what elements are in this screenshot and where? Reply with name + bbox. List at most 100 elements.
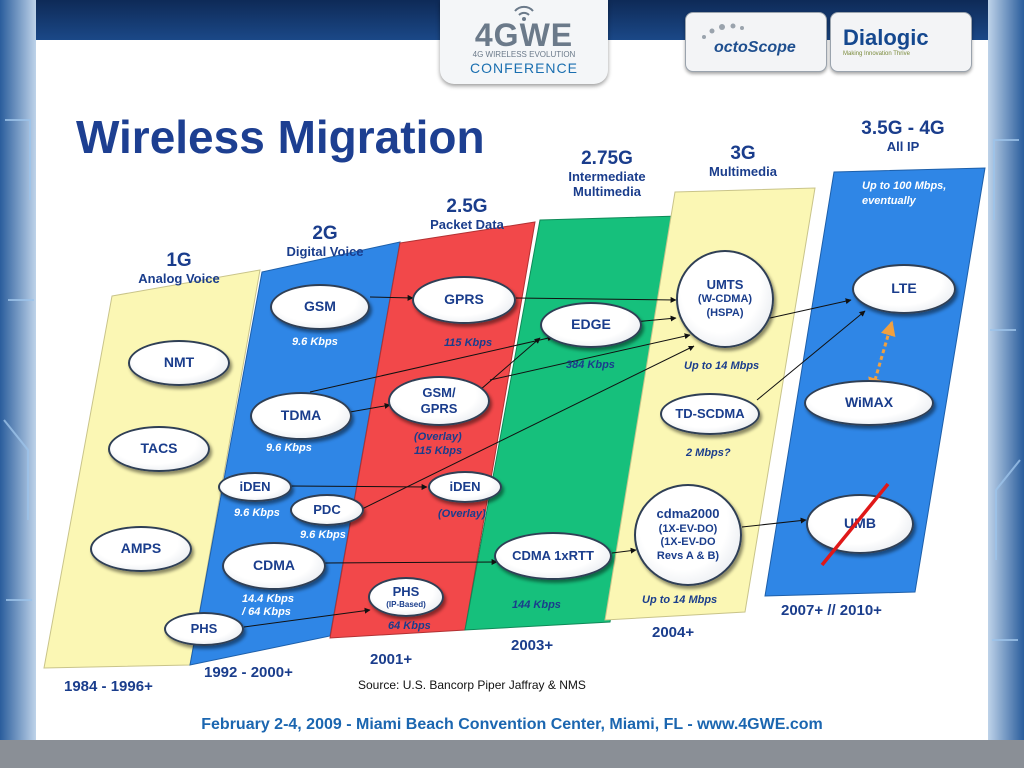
node-cdma2000-line1: cdma2000 — [656, 506, 720, 522]
arrow-cdma2000-umb — [741, 517, 807, 528]
node-pdc: PDC — [290, 494, 364, 526]
gen-desc: All IP — [886, 138, 920, 154]
gen-name: 1G — [166, 250, 192, 271]
rate-cdma-1: 14.4 Kbps — [242, 593, 294, 605]
node-edge: EDGE — [540, 302, 642, 348]
arrow-cdma1x-cdma2000 — [611, 547, 637, 554]
arrow-gsmgprs-umts — [489, 333, 691, 381]
gen-desc: Analog Voice — [138, 270, 220, 286]
bottom-band — [0, 740, 1024, 768]
node-gsm: GSM — [270, 284, 370, 330]
logo-subtitle: 4G WIRELESS EVOLUTION — [472, 50, 576, 59]
arrow-iden-iden — [289, 483, 428, 490]
year-label-1g: 1984 - 1996+ — [64, 678, 153, 695]
node-iden2: iDEN — [428, 471, 502, 503]
rate-gsm-gprs-2: 115 Kbps — [414, 445, 463, 457]
gen-desc: Digital Voice — [286, 243, 364, 259]
node-cdma2000-line2: (1X-EV-DO) — [658, 522, 718, 535]
page-title: Wireless Migration — [76, 111, 485, 163]
node-iden: iDEN — [218, 472, 292, 502]
arrow-gsm-gprs — [369, 294, 414, 301]
node-cdma: CDMA — [222, 542, 326, 590]
node-tacs: TACS — [108, 426, 210, 472]
node-gprs-label: GPRS — [444, 291, 484, 308]
arrow-wimax-lte — [868, 320, 896, 393]
gen-name: 2.5G — [446, 196, 488, 217]
source-note: Source: U.S. Bancorp Piper Jaffray & NMS — [358, 678, 586, 692]
gen-desc-line1: Intermediate — [568, 168, 646, 184]
rate-tdscdma: 2 Mbps? — [686, 447, 731, 459]
gen-heading-3.5g-4g: 3.5G - 4G All IP — [848, 118, 958, 155]
node-cdma1x: CDMA 1xRTT — [494, 532, 612, 580]
node-cdma2000-line4: Revs A & B) — [656, 550, 720, 562]
rate-gsm-gprs-1: (Overlay) — [414, 431, 462, 443]
node-amps: AMPS — [90, 526, 192, 572]
node-umb: UMB — [806, 494, 914, 554]
dialogic-tagline: Making Innovation Thrive — [843, 51, 910, 57]
gen-heading-2g: 2G Digital Voice — [270, 223, 380, 260]
node-gsm-gprs: GSM/ GPRS — [388, 376, 490, 426]
gen-heading-2.5g: 2.5G Packet Data — [412, 196, 522, 233]
octoscope-logo: octoScope — [685, 12, 827, 72]
arrow-tdscdma-lte — [756, 310, 866, 401]
year-label-3.5g-4g: 2007+ // 2010+ — [781, 602, 882, 619]
arrow-tdma-edge — [309, 335, 554, 393]
node-phs: PHS — [164, 612, 244, 646]
octoscope-wordmark: octoScope — [714, 39, 796, 56]
node-phs2-label: PHS — [392, 583, 420, 599]
node-umts-line1: UMTS — [706, 277, 744, 293]
node-nmt: NMT — [128, 340, 230, 386]
node-umts-line2: (W-CDMA) — [697, 293, 753, 306]
node-gsm-gprs-line2: GPRS — [420, 401, 458, 416]
rate-iden: 9.6 Kbps — [234, 507, 280, 519]
node-phs2-sub: (IP-Based) — [386, 600, 426, 610]
rate-gsm: 9.6 Kbps — [292, 336, 338, 348]
node-cdma2000-line3: (1X-EV-DO — [660, 536, 716, 549]
logo-conference: CONFERENCE — [469, 60, 578, 76]
wifi-signal-icon — [514, 5, 534, 21]
arrow-pdc-umts — [359, 345, 695, 511]
gen-desc: Packet Data — [430, 216, 504, 232]
dialogic-wordmark: Dialogic — [843, 25, 929, 50]
node-wimax: WiMAX — [804, 380, 934, 426]
gen-name: 2.75G — [581, 148, 633, 169]
node-cdma2000: cdma2000 (1X-EV-DO) (1X-EV-DO Revs A & B… — [634, 484, 742, 586]
gen-name: 3G — [730, 143, 756, 164]
rate-edge: 384 Kbps — [566, 359, 615, 371]
gen-name: 2G — [312, 223, 338, 244]
node-gsm-gprs-line1: GSM/ — [422, 384, 456, 400]
node-lte: LTE — [852, 264, 956, 314]
node-umts-line3: (HSPA) — [706, 307, 744, 320]
rate-umts: Up to 14 Mbps — [684, 360, 760, 372]
rate-phs2: 64 Kbps — [388, 620, 431, 632]
arrow-cdma-cdma1x — [324, 559, 498, 566]
arrow-tdma-gsmgprs — [349, 402, 391, 413]
gen-heading-3g: 3G Multimedia — [688, 143, 798, 180]
year-label-3g: 2004+ — [652, 624, 695, 641]
gen-note-line1: Up to 100 Mbps, — [862, 180, 947, 192]
gen-note-line2: eventually — [862, 195, 916, 207]
dialogic-logo: Dialogic Making Innovation Thrive — [830, 12, 972, 72]
node-umts: UMTS (W-CDMA) (HSPA) — [676, 250, 774, 348]
node-phs2: PHS (IP-Based) — [368, 577, 444, 617]
year-label-2.5g: 2001+ — [370, 651, 413, 668]
rate-pdc: 9.6 Kbps — [300, 529, 346, 541]
node-gprs: GPRS — [412, 276, 516, 324]
rate-cdma1x: 144 Kbps — [512, 599, 561, 611]
arrow-gsmgprs-edge — [479, 337, 541, 391]
conference-logo: 4GWE 4G WIRELESS EVOLUTION CONFERENCE — [440, 0, 608, 84]
node-tdma: TDMA — [250, 392, 352, 440]
gen-heading-1g: 1G Analog Voice — [124, 250, 234, 287]
logo-wordmark: 4GWE — [474, 17, 574, 53]
arrow-phs-phs2 — [243, 607, 371, 628]
year-label-2.75g: 2003+ — [511, 637, 554, 654]
year-label-2g: 1992 - 2000+ — [204, 664, 293, 681]
rate-iden2: (Overlay) — [438, 508, 486, 520]
node-tdscdma: TD-SCDMA — [660, 393, 760, 435]
gen-desc-line2: Multimedia — [573, 183, 641, 199]
arrow-gprs-umts — [515, 296, 677, 303]
footer-conference-info: February 2-4, 2009 - Miami Beach Convent… — [201, 716, 823, 733]
rate-cdma-2: / 64 Kbps — [242, 606, 291, 618]
